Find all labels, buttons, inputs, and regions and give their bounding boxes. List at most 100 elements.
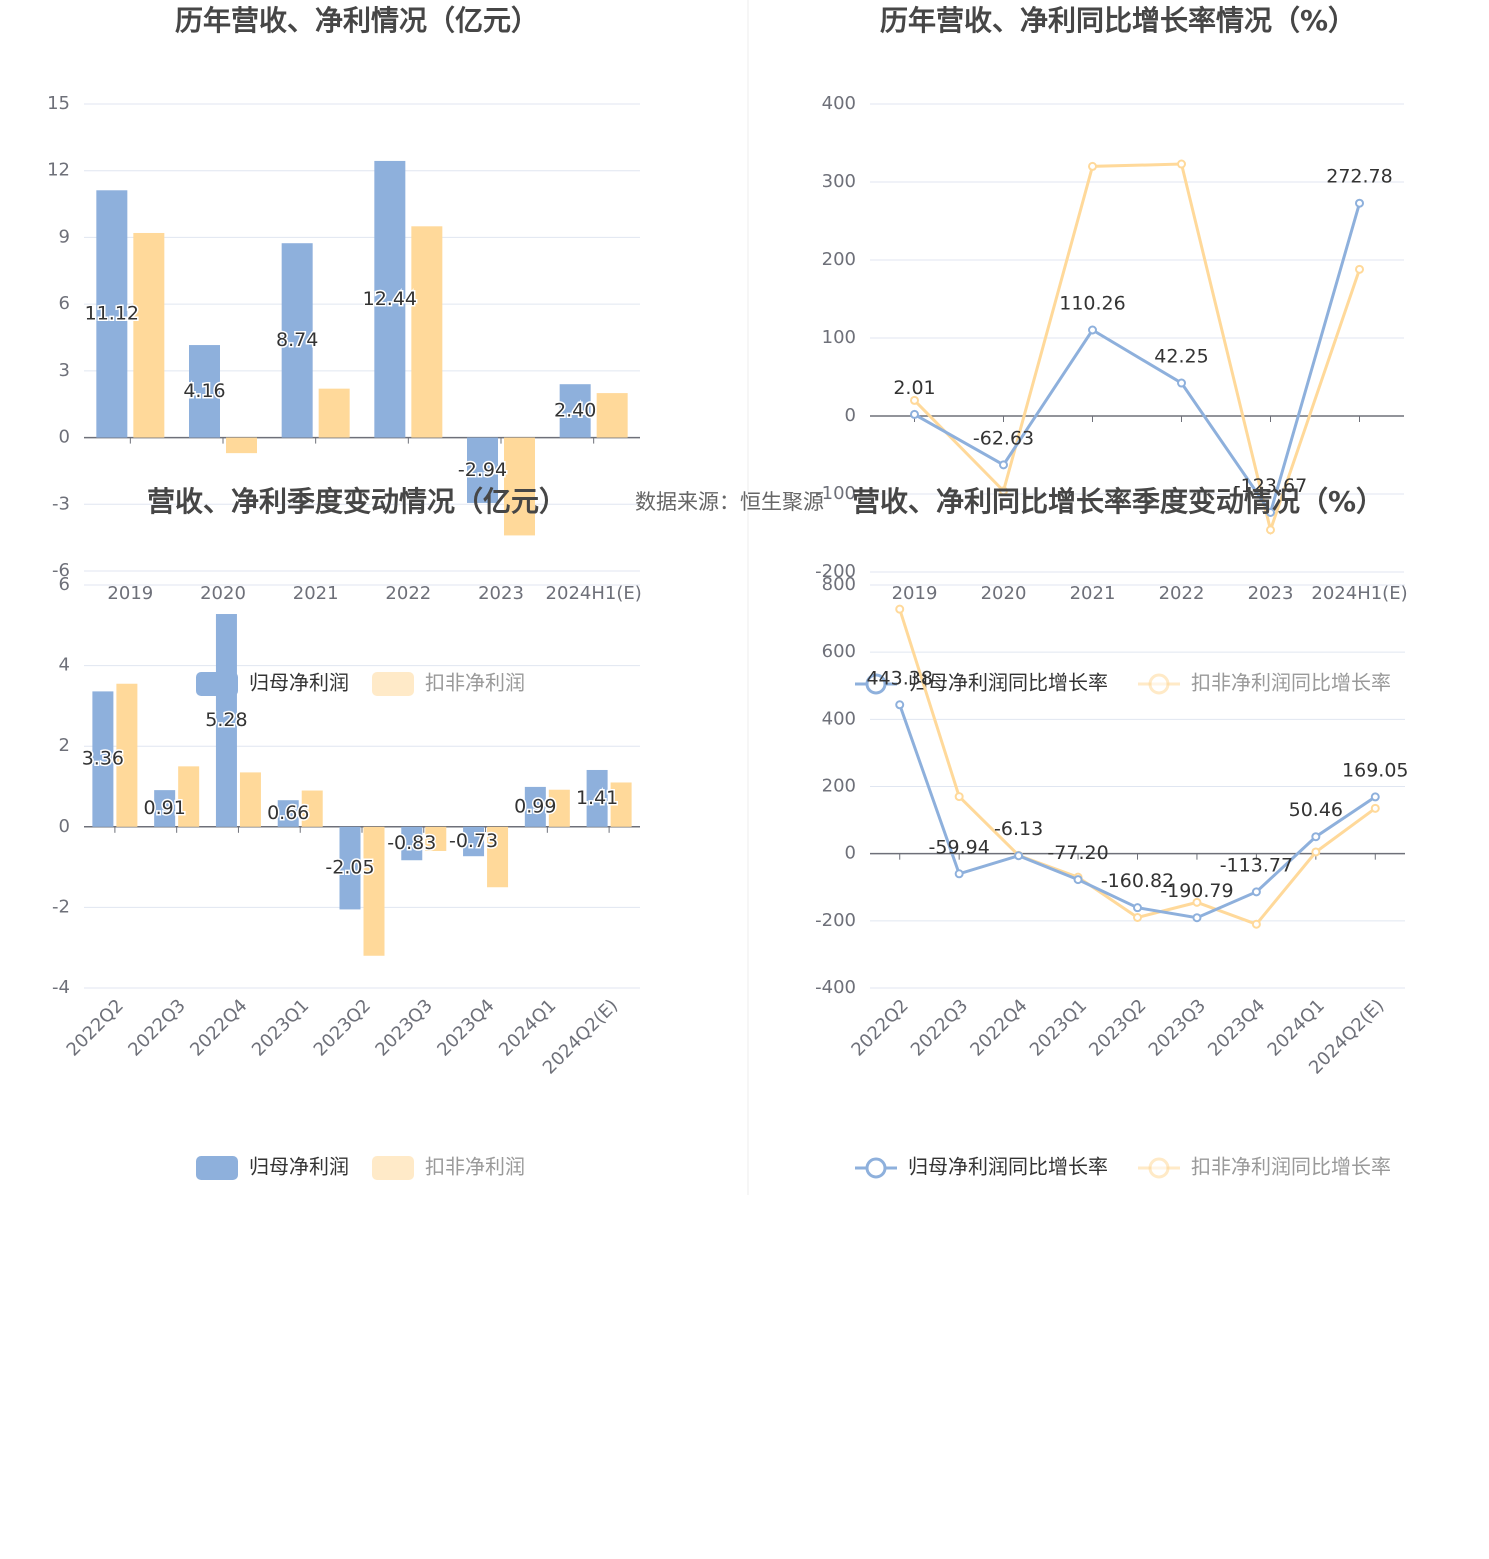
bar: [277, 800, 299, 827]
point: [895, 604, 905, 614]
bar: [363, 826, 385, 956]
data-label: -2.05: [325, 857, 374, 879]
y-tick-label: -200: [815, 910, 856, 931]
point: [999, 486, 1008, 496]
data-label: -0.83: [387, 832, 436, 854]
x-tick-label: 2023Q3: [371, 995, 436, 1060]
chart-title: 营收、净利季度变动情况（亿元）: [147, 485, 567, 518]
x-tick-label: 2022: [1159, 583, 1205, 604]
data-label: 272.78: [1326, 166, 1392, 188]
bar: [463, 826, 485, 857]
legend-icon: [865, 673, 887, 695]
line: [913, 202, 1361, 516]
x-tick-label: 2023: [1248, 583, 1294, 604]
point: [1177, 159, 1186, 169]
legend-icon: [196, 1156, 238, 1180]
legend-label: 扣非净利润: [425, 671, 525, 695]
x-tick-label: 2022Q4: [186, 995, 251, 1060]
bar: [281, 243, 313, 438]
x-tick-label: 2024H1(E): [546, 583, 642, 604]
x-tick-label: 2023Q3: [1145, 995, 1210, 1060]
data-label: 42.25: [1154, 346, 1208, 368]
point: [1370, 792, 1380, 802]
bar: [239, 772, 261, 827]
bar: [559, 384, 591, 438]
data-label: 110.26: [1059, 292, 1125, 314]
point: [1311, 832, 1321, 842]
data-label: -190.79: [1160, 880, 1233, 902]
y-tick-label: 0: [845, 843, 856, 864]
point: [1370, 803, 1380, 813]
bar: [586, 769, 608, 827]
x-tick-label: 2023: [478, 583, 524, 604]
x-tick-label: 2020: [200, 583, 246, 604]
data-label: 50.46: [1289, 799, 1343, 821]
y-tick-label: 4: [59, 655, 70, 676]
x-tick-label: 2022Q3: [124, 995, 189, 1060]
data-label: 1.41: [576, 787, 618, 809]
legend-icon: [1148, 673, 1170, 695]
bar: [596, 393, 628, 438]
bar: [96, 190, 128, 438]
data-label: -113.77: [1220, 854, 1293, 876]
source-note: 数据来源：恒生聚源: [635, 490, 824, 514]
legend-icon: [865, 1157, 887, 1179]
point: [999, 460, 1008, 470]
bar: [318, 388, 350, 438]
x-tick-label: 2019: [107, 583, 153, 604]
x-tick-label: 2022Q2: [847, 995, 912, 1060]
data-label: 8.74: [276, 329, 318, 351]
point: [910, 409, 919, 419]
x-tick-label: 2023Q2: [1085, 995, 1150, 1060]
point: [1088, 325, 1097, 335]
bar: [610, 782, 632, 827]
legend-label: 归母净利润: [249, 1155, 349, 1179]
point: [1192, 913, 1202, 923]
bar: [487, 826, 509, 888]
data-label: 443.38: [866, 667, 932, 689]
x-tick-label: 2023Q1: [248, 995, 313, 1060]
y-tick-label: 100: [822, 327, 856, 348]
point: [895, 700, 905, 710]
x-tick-label: 2023Q2: [310, 995, 375, 1060]
point: [1014, 851, 1024, 861]
bar: [92, 691, 114, 827]
y-tick-label: -4: [52, 977, 70, 998]
point: [1251, 919, 1261, 929]
y-tick-label: 3: [59, 360, 70, 381]
x-tick-label: 2023Q1: [1026, 995, 1091, 1060]
y-tick-label: -200: [815, 561, 856, 582]
y-tick-label: 15: [47, 93, 70, 114]
y-tick-label: 0: [59, 427, 70, 448]
data-label: -2.94: [458, 459, 507, 481]
data-label: 5.28: [205, 709, 247, 731]
data-label: 0.66: [267, 802, 309, 824]
point: [1133, 903, 1142, 913]
x-tick-label: 2019: [892, 583, 938, 604]
data-label: -123.67: [1234, 475, 1307, 497]
y-tick-label: -400: [815, 977, 856, 998]
y-tick-label: 0: [59, 816, 70, 837]
bar: [301, 790, 323, 827]
data-label: 3.36: [82, 748, 124, 770]
bar: [548, 789, 570, 827]
chart-title: 历年营收、净利同比增长率情况（%）: [880, 4, 1356, 37]
data-label: -160.82: [1101, 870, 1174, 892]
bar: [133, 232, 165, 438]
point: [954, 792, 964, 802]
y-tick-label: 300: [822, 171, 856, 192]
data-label: -6.13: [994, 818, 1043, 840]
y-tick-label: 6: [59, 574, 70, 595]
data-label: -62.63: [973, 427, 1034, 449]
x-tick-label: 2022: [385, 583, 431, 604]
point: [1251, 887, 1261, 897]
bar: [116, 683, 138, 827]
y-tick-label: -100: [815, 483, 856, 504]
point: [910, 395, 919, 405]
y-tick-label: 9: [59, 226, 70, 247]
chart-title: 营收、净利同比增长率季度变动情况（%）: [852, 485, 1384, 518]
legend-label: 扣非净利润同比增长率: [1191, 1155, 1391, 1179]
y-tick-label: -3: [52, 493, 70, 514]
data-label: 0.91: [144, 797, 186, 819]
